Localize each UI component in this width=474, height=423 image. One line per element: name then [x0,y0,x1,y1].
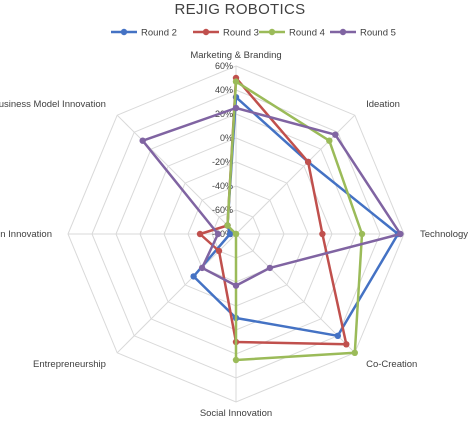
data-point [343,341,350,348]
legend-label: Round 2 [141,28,177,39]
legend-item: Round 4 [259,28,325,39]
data-point [226,230,234,238]
category-label: Social Innovation [200,408,272,419]
legend-item: Round 2 [111,28,177,39]
data-point [224,222,231,229]
legend-label: Round 3 [223,28,259,39]
data-point [232,356,240,364]
data-point [139,137,146,144]
data-point [232,78,240,85]
legend-label: Round 4 [289,28,325,39]
data-point [351,349,358,356]
series-group [139,74,404,364]
data-point [232,104,240,112]
tick-label: -40% [212,181,233,191]
tick-label: -20% [212,157,233,167]
data-point [190,273,197,280]
tick-label: 60% [215,61,233,71]
legend: Round 2 Round 3 Round 4 Round 5 [111,28,396,39]
data-point [232,230,240,238]
data-point [215,247,223,255]
data-point [397,230,404,238]
data-point [358,230,366,238]
legend-marker [202,28,210,36]
legend-item: Round 5 [330,28,396,39]
legend-marker [120,28,128,36]
data-point [319,230,326,238]
data-point [196,230,204,238]
legend-marker [339,28,347,36]
legend-item: Round 3 [193,28,259,39]
data-point [232,282,240,289]
data-point [198,264,206,272]
data-point [266,264,274,272]
data-point [334,332,341,339]
tick-label: 20% [215,109,233,119]
grid-spoke [116,114,237,235]
tick-label: 40% [215,85,233,95]
category-label: Technology [420,229,468,240]
series-line [141,106,402,287]
category-label: Marketing & Branding [190,50,281,61]
tick-label: -80% [212,229,233,239]
category-label: Open Innovation [0,229,52,240]
category-label: Entrepreneurship [33,359,106,370]
grid-spoke [116,233,237,354]
tick-label: -60% [212,205,233,215]
grid-spoke [235,233,356,354]
data-point [214,230,222,238]
category-labels: Marketing & Branding Ideation Technology Co… [0,50,468,419]
tick-labels: 60% 40% 20% 0% -20% -40% -60% -80% [212,61,233,239]
legend-label: Round 5 [360,28,396,39]
category-label: Ideation [366,99,400,110]
legend-marker [268,28,276,36]
category-label: Co-Creation [366,359,417,370]
category-label: Business Model Innovation [0,99,106,110]
data-point [304,158,312,166]
chart-title: REJIG ROBOTICS [175,1,306,18]
tick-label: 0% [220,133,233,143]
data-point [332,131,339,138]
data-point [326,137,333,144]
